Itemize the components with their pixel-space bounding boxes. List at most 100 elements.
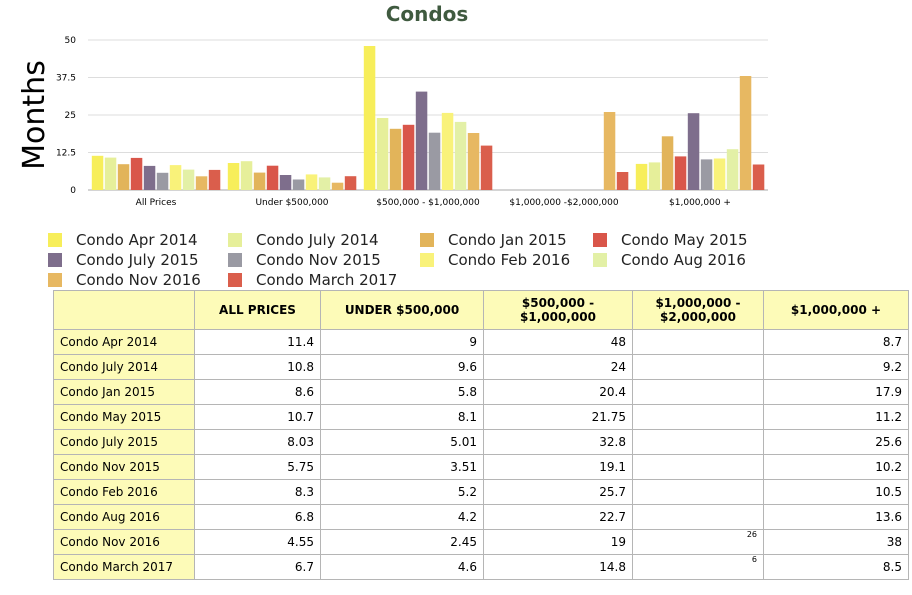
bar (616, 172, 629, 190)
table-cell: 10.8 (194, 354, 321, 380)
legend-swatch (593, 233, 607, 247)
column-header: $500,000 - $1,000,000 (483, 290, 633, 330)
table-cell: 26 (632, 529, 764, 555)
row-label: Condo Jan 2015 (53, 379, 195, 405)
table-cell: 25.7 (483, 479, 633, 505)
row-label: Condo March 2017 (53, 554, 195, 580)
table-cell: 6.7 (194, 554, 321, 580)
y-tick-label: 12.5 (56, 149, 76, 159)
table-cell: 4.6 (320, 554, 484, 580)
table-cell: 8.5 (763, 554, 909, 580)
y-tick-label: 37.5 (56, 74, 76, 84)
legend-item: Condo Aug 2016 (593, 250, 746, 270)
legend-swatch (48, 253, 62, 267)
legend-label: Condo Nov 2016 (76, 271, 201, 289)
row-label: Condo Nov 2016 (53, 529, 195, 555)
legend-swatch (228, 233, 242, 247)
legend-swatch (420, 253, 434, 267)
table-cell (632, 379, 764, 405)
table-cell: 19 (483, 529, 633, 555)
legend-item: Condo Feb 2016 (420, 250, 570, 270)
table-cell (632, 404, 764, 430)
bar (266, 165, 279, 190)
y-tick-label: 25 (65, 111, 76, 121)
legend-item: Condo Jan 2015 (420, 230, 567, 250)
table-cell: 20.4 (483, 379, 633, 405)
y-tick-label: 50 (65, 36, 77, 46)
bars (91, 46, 765, 191)
table-cell (632, 454, 764, 480)
bar (292, 179, 305, 190)
y-axis-label: Months (17, 60, 52, 170)
table-cell: 8.03 (194, 429, 321, 455)
table-cell: 4.55 (194, 529, 321, 555)
bar (305, 174, 318, 190)
bar (648, 162, 661, 190)
table-corner (53, 290, 195, 330)
bar (240, 161, 253, 190)
table-cell: 10.7 (194, 404, 321, 430)
table-cell: 8.1 (320, 404, 484, 430)
bar (182, 169, 195, 190)
table-row: Condo July 2015 8.03 5.01 32.8 25.6 (53, 429, 909, 455)
bar-chart: Condos Months 0 12.5 25 37.5 50 All Prices Un… (17, 2, 768, 208)
bar (279, 175, 292, 190)
chart-title: Condos (386, 2, 469, 26)
row-label: Condo July 2015 (53, 429, 195, 455)
table-cell: 9.6 (320, 354, 484, 380)
y-tick-label: 0 (70, 186, 76, 196)
bar (376, 118, 389, 190)
x-category-label: $1,000,000 + (669, 198, 731, 208)
column-header: $1,000,000 - $2,000,000 (632, 290, 764, 330)
legend-swatch (420, 233, 434, 247)
table-row: Condo Nov 2015 5.75 3.51 19.1 10.2 (53, 454, 909, 480)
bar (331, 182, 344, 190)
bar (402, 124, 415, 191)
table-cell: 8.3 (194, 479, 321, 505)
table-cell: 5.2 (320, 479, 484, 505)
legend-label: Condo July 2014 (256, 231, 379, 249)
row-label: Condo May 2015 (53, 404, 195, 430)
table-header-row: ALL PRICES UNDER $500,000 $500,000 - $1,… (53, 290, 909, 330)
table-row: Condo July 2014 10.8 9.6 24 9.2 (53, 354, 909, 380)
bar (726, 149, 739, 190)
table-cell: 6.8 (194, 504, 321, 530)
table-cell: 4.2 (320, 504, 484, 530)
table-cell (632, 504, 764, 530)
table-cell: 10.5 (763, 479, 909, 505)
legend-swatch (48, 273, 62, 287)
table-cell: 19.1 (483, 454, 633, 480)
table-cell: 6 (632, 554, 764, 580)
bar (467, 133, 480, 190)
table-row: Condo Jan 2015 8.6 5.8 20.4 17.9 (53, 379, 909, 405)
legend-item: Condo Nov 2015 (228, 250, 381, 270)
bar (739, 76, 752, 190)
bar (389, 128, 402, 190)
table-cell: 21.75 (483, 404, 633, 430)
table-cell: 38 (763, 529, 909, 555)
legend-item: Condo May 2015 (593, 230, 748, 250)
bar (687, 113, 700, 190)
bar (635, 163, 648, 190)
x-category-label: $1,000,000 -$2,000,000 (509, 198, 618, 208)
legend-label: Condo Nov 2015 (256, 251, 381, 269)
legend: Condo Apr 2014 Condo July 2014 Condo Jan 2… (48, 230, 768, 290)
row-label: Condo Feb 2016 (53, 479, 195, 505)
legend-item: Condo July 2014 (228, 230, 379, 250)
legend-item: Condo July 2015 (48, 250, 199, 270)
bar (480, 145, 493, 190)
bar (208, 169, 221, 190)
legend-swatch (228, 253, 242, 267)
bar (104, 157, 117, 190)
table-row: Condo Aug 2016 6.8 4.2 22.7 13.6 (53, 504, 909, 530)
table-row: Condo Apr 2014 11.4 9 48 8.7 (53, 329, 909, 355)
legend-item: Condo Nov 2016 (48, 270, 201, 290)
table-cell: 24 (483, 354, 633, 380)
legend-label: Condo May 2015 (621, 231, 748, 249)
legend-swatch (228, 273, 242, 287)
table-cell: 48 (483, 329, 633, 355)
bar (752, 164, 765, 190)
table-cell: 2.45 (320, 529, 484, 555)
bar (117, 164, 130, 190)
legend-label: Condo Aug 2016 (621, 251, 746, 269)
